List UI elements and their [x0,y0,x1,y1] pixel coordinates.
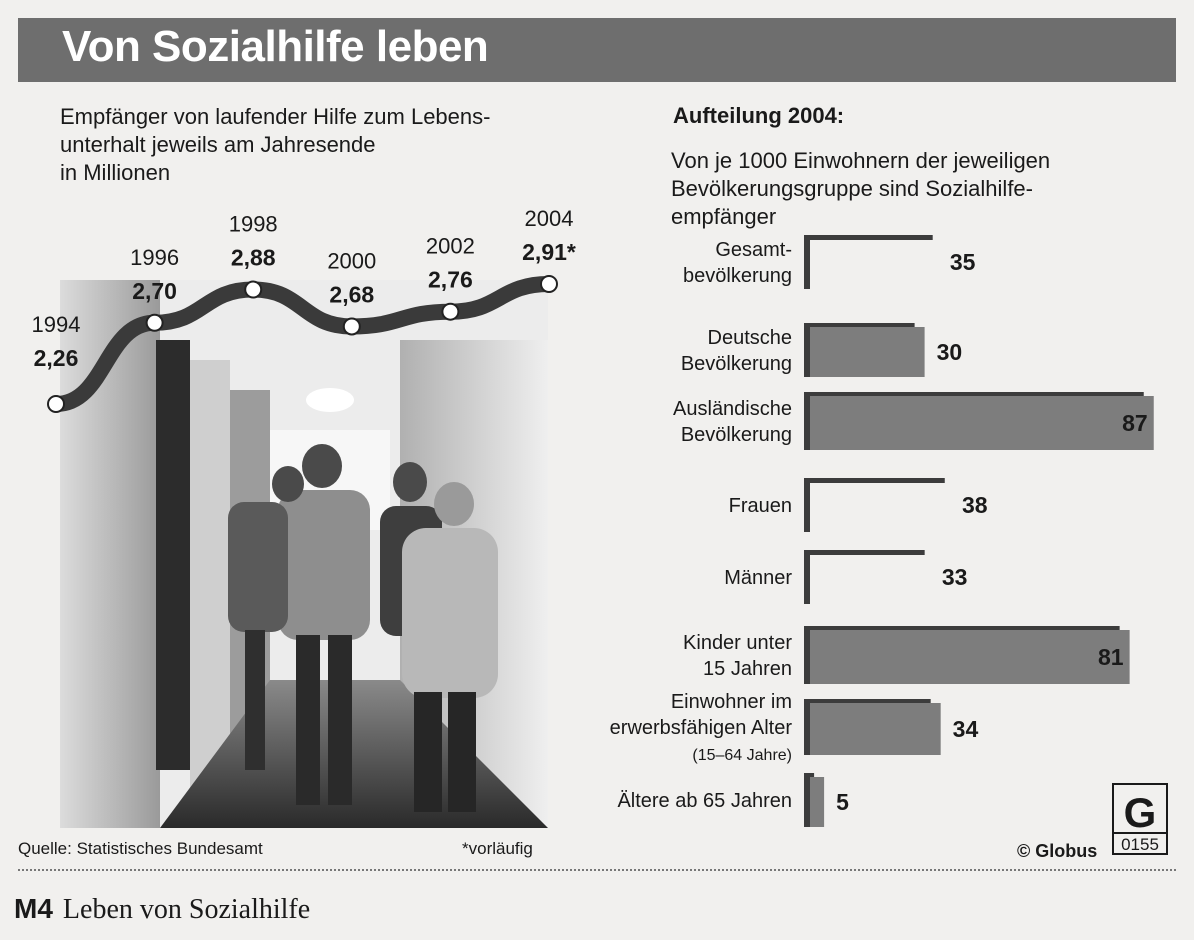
bar-category-label: Bevölkerung [681,353,792,375]
bar-top-edge [804,478,945,483]
bar-left-edge [804,323,810,377]
bar-chart-subtitle: Von je 1000 Einwohnern der jeweiligen Be… [671,148,1051,229]
bar-left-edge [804,773,810,827]
series-line [48,276,557,412]
credit: © Globus [1017,841,1098,861]
bar-left-edge [804,699,810,755]
bar-top-edge [804,392,1144,397]
footnote: *vorläufig [462,839,533,858]
bar-category-label: Frauen [729,495,792,517]
data-point [47,395,65,413]
bar [804,327,925,377]
data-point [342,317,361,336]
bar [804,630,1130,684]
year-label: 1998 [229,212,278,237]
year-label: 1994 [32,312,81,337]
bar-value-label: 38 [962,492,988,518]
bar-value-label: 30 [937,339,963,365]
year-label: 2002 [426,234,475,259]
bar-category-label: bevölkerung [683,265,792,287]
page-title: Von Sozialhilfe leben [62,22,489,71]
bar-left-edge [804,626,810,684]
bar-category-label: Männer [724,567,792,589]
bar-category-label: (15–64 Jahre) [692,747,792,764]
value-label: 2,76 [428,267,473,293]
line-chart-subtitle: Empfänger von laufender Hilfe zum Lebens… [60,104,491,185]
value-label: 2,88 [231,245,276,271]
bar-value-label: 81 [1098,644,1124,670]
bar-category-label: Kinder unter [683,632,792,654]
value-label: 2,68 [329,281,374,307]
value-label: 2,91* [522,239,576,265]
data-point [244,280,263,299]
bar-chart-heading: Aufteilung 2004: [673,103,845,128]
bar-top-edge [804,235,933,240]
value-label: 2,70 [132,278,177,304]
bar-value-label: 34 [953,716,979,742]
logo-letter: G [1124,789,1157,836]
corridor-photo [60,280,548,828]
bar-category-label: Gesamt- [715,239,792,261]
bar-top-edge [804,323,915,328]
bar-category-label: Ältere ab 65 Jahren [617,790,792,812]
bar-category-label: Bevölkerung [681,424,792,446]
bar-left-edge [804,392,810,450]
bar-value-label: 35 [950,249,976,275]
bar-category-label: erwerbsfähigen Alter [610,717,793,739]
year-label: 2004 [525,206,574,231]
data-point [441,302,460,321]
year-label: 2000 [327,248,376,273]
bar-top-edge [804,699,931,704]
divider [18,869,1176,871]
globus-logo: G 0155 [1112,783,1168,855]
year-label: 1996 [130,245,179,270]
bar [804,396,1154,450]
bar [804,478,810,532]
title-band: Von Sozialhilfe leben [18,18,1176,82]
bar [804,550,810,604]
bar [804,703,941,755]
bar-category-label: 15 Jahren [703,658,792,680]
bar-category-label: Deutsche [708,327,793,349]
bar-value-label: 33 [942,564,968,590]
caption-text: Leben von Sozialhilfe [62,894,311,925]
bar-value-label: 5 [836,789,849,815]
data-point [145,313,164,332]
bar-top-edge [804,550,925,555]
data-point [540,275,558,293]
logo-number: 0155 [1121,835,1159,854]
value-label: 2,26 [34,345,79,371]
bar-value-label: 87 [1122,410,1148,436]
bar-category-label: Einwohner im [671,691,792,713]
caption: M4 Leben von Sozialhilfe [14,893,310,926]
caption-label: M4 [14,893,53,924]
source-note: Quelle: Statistisches Bundesamt [18,839,263,858]
bar-top-edge [804,626,1120,631]
bar [804,235,810,289]
bar-category-label: Ausländische [673,398,792,420]
